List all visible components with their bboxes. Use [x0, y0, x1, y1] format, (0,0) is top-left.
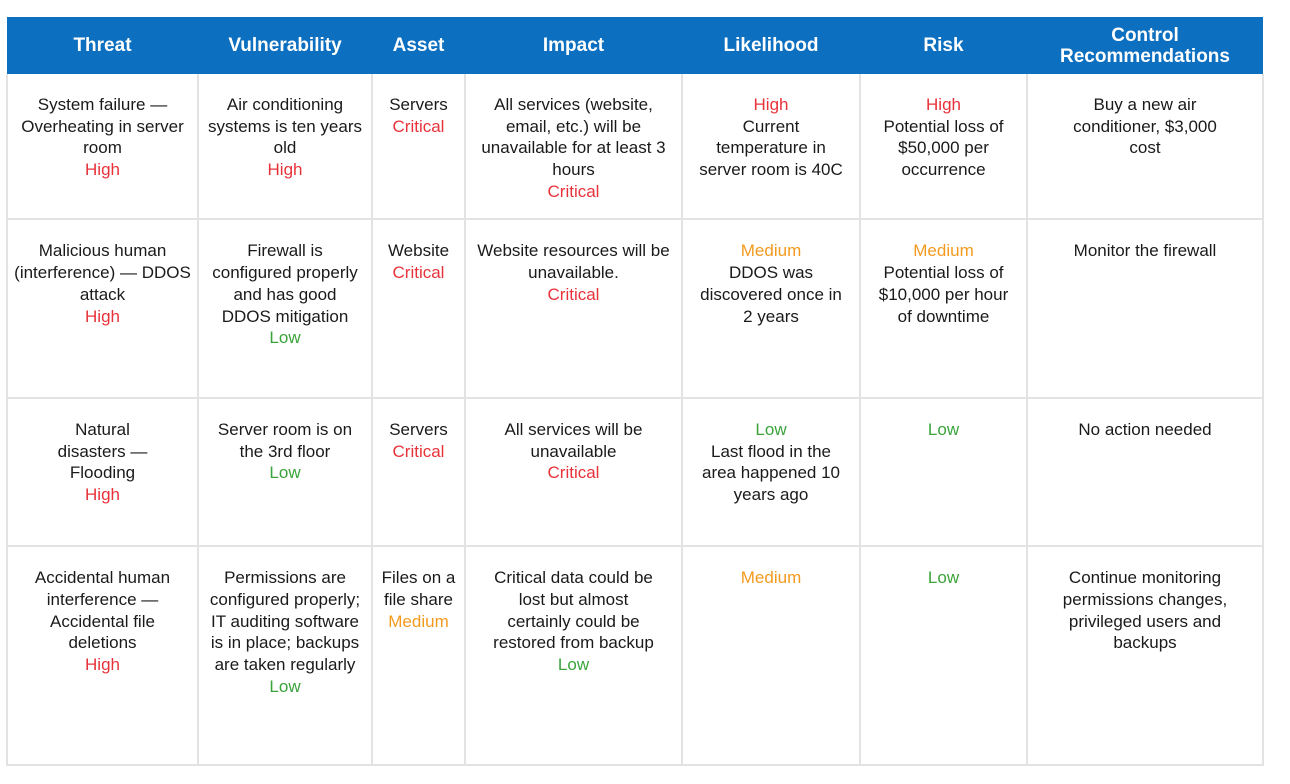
vulnerability-cell: Permissions are configured properly; IT … — [197, 545, 373, 766]
header-risk: Risk — [860, 17, 1027, 74]
header-impact: Impact — [465, 17, 682, 74]
risk-assessment-table: Threat Vulnerability Asset Impact Likeli… — [6, 17, 1264, 766]
likelihood-level: Low — [755, 419, 787, 439]
impact-cell: All services will be unavailable Critica… — [464, 396, 683, 548]
impact-cell: Website resources will be unavailable. C… — [464, 218, 683, 399]
asset-text: Files on a file share — [381, 568, 456, 610]
risk-level: Low — [927, 419, 960, 439]
likelihood-text: Current temperature in server room is 40… — [699, 116, 843, 180]
impact-cell: Critical data could be lost but almost c… — [464, 545, 683, 766]
table-row: System failure — Overheating in server r… — [6, 74, 1264, 221]
table-row: Natural disasters — Flooding High Server… — [6, 396, 1264, 548]
vulnerability-level: Low — [269, 328, 301, 348]
risk-level: High — [926, 95, 961, 114]
control-text: Continue monitoring permissions changes,… — [1062, 568, 1228, 653]
risk-cell: Low — [859, 396, 1028, 548]
likelihood-cell: High Current temperature in server room … — [681, 74, 861, 221]
vulnerability-text: Air conditioning systems is ten years ol… — [208, 95, 362, 158]
header-likelihood: Likelihood — [682, 17, 860, 74]
header-threat: Threat — [7, 17, 198, 74]
control-cell: Buy a new air conditioner, $3,000 cost — [1026, 74, 1264, 221]
header-control-recommendations: Control Recommendations — [1027, 17, 1263, 74]
likelihood-text: DDOS was discovered once in 2 years — [700, 263, 842, 326]
asset-cell: Servers Critical — [371, 396, 466, 548]
header-asset: Asset — [372, 17, 465, 74]
threat-level: High — [85, 160, 120, 180]
vulnerability-level: High — [267, 160, 303, 180]
table-row: Malicious human (interference) — DDOS at… — [6, 218, 1264, 399]
risk-cell: Medium Potential loss of $10,000 per hou… — [859, 218, 1028, 399]
asset-level: Medium — [388, 611, 449, 631]
asset-text: Website — [387, 241, 450, 261]
likelihood-level: Medium — [740, 241, 802, 261]
threat-text: Accidental human interference — Accident… — [34, 568, 171, 653]
asset-text: Servers — [389, 419, 448, 439]
threat-text: Natural disasters — Flooding — [57, 419, 148, 483]
impact-level: Critical — [547, 181, 600, 201]
threat-level: High — [85, 306, 120, 326]
impact-text: Website resources will be unavailable. — [477, 241, 670, 283]
threat-cell: Accidental human interference — Accident… — [6, 545, 199, 766]
header-row: Threat Vulnerability Asset Impact Likeli… — [7, 17, 1263, 74]
likelihood-level: High — [753, 95, 789, 114]
asset-cell: Website Critical — [371, 218, 466, 399]
risk-level: Medium — [913, 241, 974, 261]
threat-text: Malicious human (interference) — DDOS at… — [14, 241, 191, 304]
impact-text: All services (website, email, etc.) will… — [481, 95, 666, 180]
impact-level: Critical — [547, 463, 600, 483]
risk-cell: Low — [859, 545, 1028, 766]
control-cell: Continue monitoring permissions changes,… — [1026, 545, 1264, 766]
risk-cell: High Potential loss of $50,000 per occur… — [859, 74, 1028, 221]
vulnerability-level: Low — [269, 676, 301, 696]
impact-level: Low — [557, 655, 590, 675]
likelihood-cell: Medium DDOS was discovered once in 2 yea… — [681, 218, 861, 399]
control-cell: Monitor the firewall — [1026, 218, 1264, 399]
threat-text: System failure — Overheating in server r… — [21, 95, 184, 158]
vulnerability-text: Server room is on the 3rd floor — [217, 419, 353, 461]
impact-level: Critical — [547, 284, 600, 304]
likelihood-level: Medium — [740, 568, 802, 588]
impact-text: All services will be unavailable — [504, 419, 643, 461]
control-text: Buy a new air conditioner, $3,000 cost — [1073, 95, 1217, 158]
asset-cell: Files on a file share Medium — [371, 545, 466, 766]
asset-level: Critical — [392, 116, 445, 136]
risk-text: Potential loss of $50,000 per occurrence — [883, 116, 1004, 180]
threat-level: High — [85, 655, 120, 675]
risk-level: Low — [927, 568, 960, 588]
asset-cell: Servers Critical — [371, 74, 466, 221]
threat-cell: Malicious human (interference) — DDOS at… — [6, 218, 199, 399]
likelihood-cell: Low Last flood in the area happened 10 y… — [681, 396, 861, 548]
threat-cell: Natural disasters — Flooding High — [6, 396, 199, 548]
vulnerability-level: Low — [269, 463, 301, 483]
threat-cell: System failure — Overheating in server r… — [6, 74, 199, 221]
asset-level: Critical — [392, 441, 445, 461]
vulnerability-cell: Firewall is configured properly and has … — [197, 218, 373, 399]
asset-text: Servers — [389, 95, 448, 114]
vulnerability-text: Permissions are configured properly; IT … — [209, 568, 361, 675]
impact-cell: All services (website, email, etc.) will… — [464, 74, 683, 221]
control-cell: No action needed — [1026, 396, 1264, 548]
control-text: No action needed — [1078, 419, 1212, 439]
header-vulnerability: Vulnerability — [198, 17, 372, 74]
risk-text: Potential loss of $10,000 per hour of do… — [878, 263, 1009, 326]
table-row: Accidental human interference — Accident… — [6, 545, 1264, 766]
likelihood-cell: Medium — [681, 545, 861, 766]
threat-level: High — [85, 485, 120, 505]
vulnerability-cell: Server room is on the 3rd floor Low — [197, 396, 373, 548]
likelihood-text: Last flood in the area happened 10 years… — [701, 441, 841, 505]
asset-level: Critical — [392, 263, 445, 283]
impact-text: Critical data could be lost but almost c… — [493, 568, 654, 653]
control-text: Monitor the firewall — [1073, 241, 1217, 261]
vulnerability-text: Firewall is configured properly and has … — [212, 241, 358, 326]
vulnerability-cell: Air conditioning systems is ten years ol… — [197, 74, 373, 221]
